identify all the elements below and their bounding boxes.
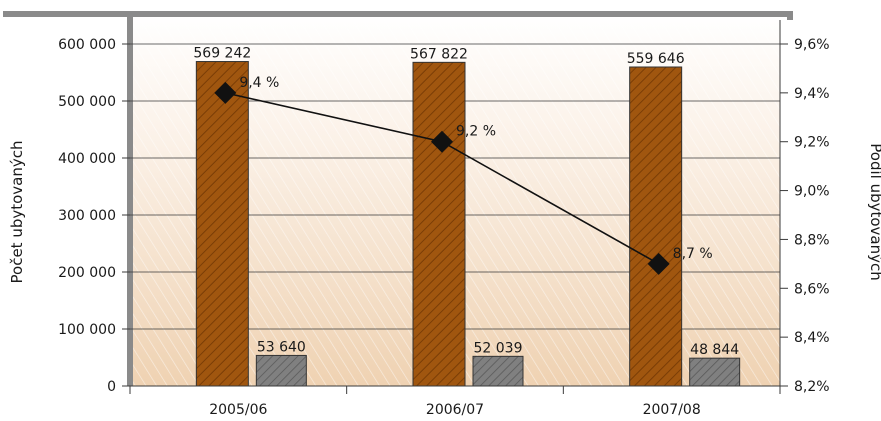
y-tick-label: 200 000 [58, 265, 116, 281]
y2-tick-label: 8,2% [794, 379, 830, 395]
y-axis-left: 0 100 000 200 000 300 000 400 000 500 000 600 … [58, 37, 130, 395]
chart-frame [3, 11, 793, 20]
y2-axis-title: Podíl ubytovaných [867, 143, 881, 280]
bar-value-label: 567 822 [410, 46, 468, 62]
y2-tick-label: 9,4% [794, 86, 830, 102]
bar-value-label: 53 640 [257, 339, 306, 355]
x-axis: 2005/06 2006/07 2007/08 [129, 385, 781, 418]
y-axis-right: 8,2% 8,4% 8,6% 8,8% 9,0% 9,2% 9,4% 9,6% [779, 20, 830, 395]
y-tick-label: 0 [107, 379, 116, 395]
y2-tick-label: 9,2% [794, 135, 830, 151]
x-tick-label: 2005/06 [209, 402, 267, 418]
line-series [214, 81, 670, 275]
line-value-label: 8,7 % [673, 246, 713, 262]
line-marker [214, 81, 237, 104]
line-value-label: 9,4 % [239, 75, 279, 91]
x-tick-label: 2006/07 [426, 402, 484, 418]
line-marker [647, 252, 670, 275]
bar [255, 354, 307, 387]
line-value-label: 9,2 % [456, 124, 496, 140]
y-tick-label: 300 000 [58, 208, 116, 224]
y-tick-label: 500 000 [58, 94, 116, 110]
bar-value-label: 48 844 [690, 342, 739, 358]
bar [412, 61, 466, 387]
y2-tick-label: 8,6% [794, 281, 830, 297]
bar-value-label: 569 242 [193, 46, 251, 62]
y2-tick-label: 8,8% [794, 232, 830, 248]
y-tick-label: 100 000 [58, 322, 116, 338]
data-labels: 569 242 567 822 559 646 53 640 52 039 48 844 9… [193, 46, 739, 359]
bar-value-label: 559 646 [627, 51, 685, 67]
y-tick-label: 600 000 [58, 37, 116, 53]
y2-tick-label: 8,4% [794, 330, 830, 346]
y2-tick-label: 9,0% [794, 184, 830, 200]
bar-value-label: 52 039 [474, 340, 523, 356]
y2-tick-label: 9,6% [794, 37, 830, 53]
x-tick-label: 2007/08 [643, 402, 701, 418]
y-axis-title: Počet ubytovaných [8, 141, 26, 284]
bar [472, 355, 524, 387]
line-marker [431, 130, 453, 153]
bar [629, 66, 683, 387]
bar [195, 61, 249, 387]
bars [195, 61, 741, 387]
y-tick-label: 400 000 [58, 151, 116, 167]
bar [689, 357, 741, 387]
